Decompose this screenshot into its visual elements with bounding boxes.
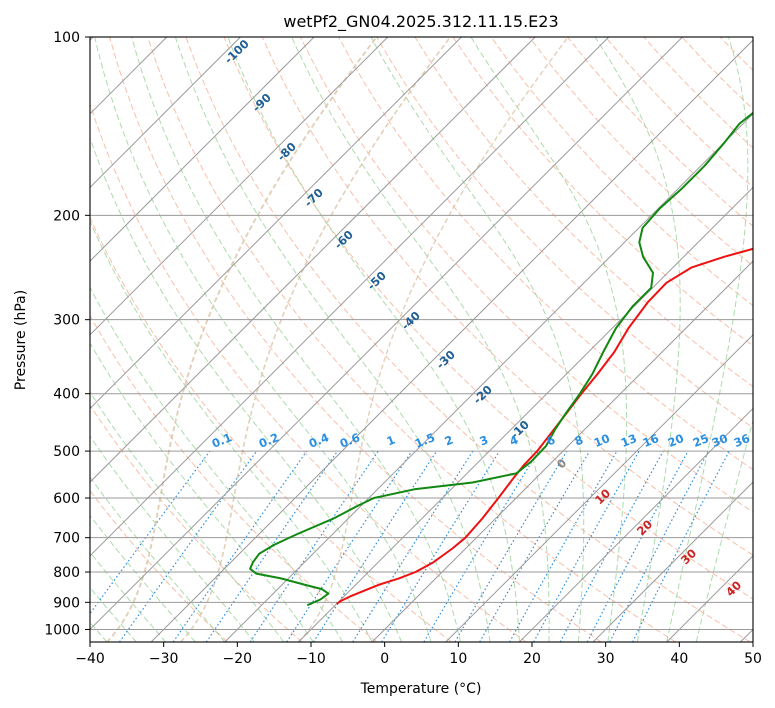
- dry-adiabat-line: [223, 37, 753, 600]
- isotherm-line: [90, 37, 610, 557]
- mixing-ratio-line: [352, 450, 474, 642]
- isotherm-line: [90, 37, 462, 410]
- isotherm-line: [90, 37, 315, 262]
- axes: −40 −30 −20 −10 0 10 20 30 40 50 100 200 300 400 500 60…: [44, 30, 762, 667]
- isotherm-line: [90, 37, 536, 483]
- dry-adiabat-line: [261, 37, 753, 556]
- moist-adiabat-line: [370, 37, 585, 642]
- isotherm-line: [371, 260, 753, 642]
- moist-adiabat-line: [174, 37, 491, 642]
- isotherm-line: [592, 481, 753, 642]
- mixing-ratio-label: 25: [691, 431, 711, 450]
- isotherm-line: [90, 37, 241, 189]
- x-tick-label: −20: [223, 651, 253, 667]
- temperature-profile-line: [336, 247, 753, 605]
- mixing-ratio-line: [632, 450, 730, 642]
- isotherm-line: [519, 407, 753, 642]
- moist-adiabat-line: [90, 476, 226, 642]
- mixing-ratio-line: [119, 450, 258, 642]
- mixing-ratio-line: [249, 450, 379, 642]
- y-tick-label: 400: [53, 387, 80, 403]
- x-tick-label: 20: [523, 651, 541, 667]
- reference-curve-line: [297, 37, 569, 642]
- dry-adiabat-line: [90, 102, 527, 642]
- y-tick-label: 200: [53, 208, 80, 224]
- mixing-ratio-line: [312, 450, 438, 642]
- x-tick-label: −40: [75, 651, 105, 667]
- mixing-ratio-line: [172, 450, 308, 642]
- dry-adiabat-line: [338, 37, 753, 471]
- mixing-ratio-line: [559, 450, 664, 642]
- moist-adiabat-line: [227, 37, 520, 642]
- y-tick-label: 600: [53, 491, 80, 507]
- moist-adiabat-line: [94, 37, 432, 642]
- x-tick-label: 0: [380, 651, 389, 667]
- y-axis-title: Pressure (hPa): [13, 290, 29, 390]
- dry-adiabat-line: [299, 37, 753, 513]
- dewpoint-profile-line: [249, 111, 753, 607]
- mixing-ratio-line: [90, 450, 211, 615]
- moist-adiabat-line: [90, 286, 344, 642]
- y-tick-label: 100: [53, 30, 80, 46]
- x-tick-label: −30: [149, 651, 179, 667]
- moist-adiabat-line: [131, 37, 461, 642]
- x-tick-label: 30: [597, 651, 615, 667]
- mixing-ratio-label: 10: [592, 431, 612, 450]
- x-tick-label: 50: [744, 651, 762, 667]
- mixing-ratio-line: [205, 450, 338, 642]
- mixing-ratio-label: 20: [666, 431, 686, 450]
- mixing-ratio-label: 13: [619, 431, 639, 450]
- moist-adiabat-line: [90, 551, 167, 642]
- isotherm-line: [445, 334, 753, 642]
- data-lines: [249, 111, 753, 607]
- mixing-ratio-line: [509, 450, 618, 642]
- moist-adiabat-line: [90, 391, 285, 642]
- mixing-ratio-label: 30: [710, 431, 730, 450]
- y-tick-label: 800: [53, 565, 80, 581]
- mixing-ratio-line: [286, 450, 413, 642]
- moist-adiabat-line: [594, 37, 681, 642]
- moist-adiabat-line: [666, 37, 749, 642]
- x-tick-label: −10: [296, 651, 326, 667]
- isotherm-line: [90, 37, 389, 336]
- mixing-ratio-line: [381, 450, 501, 642]
- dry-adiabat-line: [109, 37, 602, 642]
- mixing-ratio-label: 16: [641, 431, 661, 450]
- moist-adiabat-line: [90, 514, 196, 642]
- mixing-ratio-label: 36: [732, 431, 752, 450]
- y-tick-label: 500: [53, 444, 80, 460]
- dry-adiabat-line: [452, 37, 753, 347]
- dry-adiabat-line: [376, 37, 753, 429]
- y-tick-label: 900: [53, 595, 80, 611]
- isotherm-line: [90, 37, 683, 631]
- mixing-ratio-line: [533, 450, 640, 642]
- dry-adiabat-line: [90, 216, 452, 642]
- x-axis-title: Temperature (°C): [360, 681, 482, 697]
- y-tick-label: 1000: [44, 622, 80, 638]
- moist-adiabat-line: [470, 37, 628, 642]
- reference-curve-line: [180, 37, 451, 642]
- chart-title: wetPf2_GN04.2025.312.11.15.E23: [283, 12, 558, 32]
- dry-adiabat-line: [90, 404, 303, 642]
- moist-adiabat-line: [90, 435, 255, 642]
- dry-adiabat-line: [490, 37, 753, 307]
- dry-adiabat-line: [147, 37, 676, 642]
- reference-curve-line: [106, 37, 378, 642]
- dry-adiabat-line: [90, 314, 378, 642]
- moist-adiabat-line: [90, 220, 373, 642]
- y-tick-label: 300: [53, 313, 80, 329]
- x-tick-label: 10: [449, 651, 467, 667]
- isotherm-line: [298, 186, 753, 642]
- isotherm-line: [150, 39, 753, 642]
- plot-frame: [89, 36, 754, 643]
- moist-adiabat-line: [291, 37, 550, 642]
- y-tick-label: 700: [53, 531, 80, 547]
- x-tick-label: 40: [670, 651, 688, 667]
